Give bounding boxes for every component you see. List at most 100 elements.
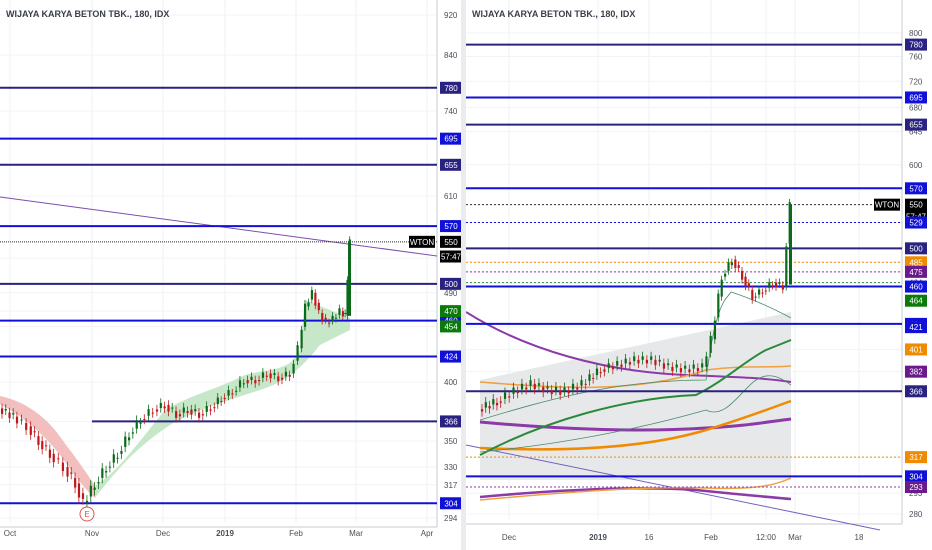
candle-body <box>273 373 276 375</box>
candle-body <box>328 322 331 324</box>
candle-body <box>15 416 19 424</box>
ema-ribbon-red <box>0 396 95 498</box>
candle-body <box>48 449 52 458</box>
candle-body <box>645 359 649 364</box>
candle-body <box>679 368 683 373</box>
candle-body <box>61 462 65 472</box>
price-tag-label: 421 <box>909 323 923 332</box>
chart-panel-right[interactable]: 800 780 760 720 695680 655645 600 570 550 529 500 4… <box>466 0 932 550</box>
x-tick-label: Feb <box>704 533 718 542</box>
ma-purple-upper <box>466 311 792 383</box>
candle-body <box>227 390 230 396</box>
level-tag-label: 424 <box>444 353 458 362</box>
price-tag-label: 485 <box>909 258 923 267</box>
level-tag <box>440 350 461 363</box>
candle-body <box>281 377 284 380</box>
candle-body <box>41 441 44 450</box>
x-tick-label: 12:00 <box>756 533 777 542</box>
price-tag-label: 464 <box>909 297 923 306</box>
candle-body <box>758 289 761 295</box>
candle-body <box>344 313 347 315</box>
candle-body <box>250 376 253 381</box>
earnings-marker-label: E <box>84 510 89 519</box>
candle-body <box>781 285 785 290</box>
candle-body <box>235 390 238 392</box>
candle-body <box>559 390 562 395</box>
y-tick-label: 294 <box>444 514 458 523</box>
candle-body <box>147 409 150 416</box>
y-tick-label: 400 <box>444 378 458 387</box>
price-tag <box>905 256 927 269</box>
candle-body <box>29 426 32 435</box>
ticker-tag <box>409 235 435 248</box>
candle-body <box>12 413 15 415</box>
chart-panel-left[interactable]: E920840780740695655610570550530500490470… <box>0 0 461 550</box>
price-tag-label: 550 <box>909 201 923 210</box>
candle-body <box>771 285 774 287</box>
candle-body <box>641 356 644 360</box>
candle-body <box>785 246 788 287</box>
price-tag <box>905 321 927 334</box>
candle-body <box>584 383 587 385</box>
candle-body <box>25 423 28 430</box>
candle-body <box>246 380 249 384</box>
candle-body <box>737 265 740 269</box>
candle-body <box>182 407 185 413</box>
price-chart-right[interactable]: 800 780 760 720 695680 655645 600 570 550 529 500 4… <box>466 0 932 550</box>
candle-body <box>654 359 657 366</box>
candle-body <box>741 270 744 280</box>
candle-body <box>135 420 138 429</box>
envelope-band <box>480 312 791 480</box>
candle-body <box>277 376 280 382</box>
level-tag-label: 655 <box>909 121 923 130</box>
y-tick-label: 330 <box>444 463 458 472</box>
y-tick-label: 645 <box>909 128 923 137</box>
x-tick-label: Mar <box>349 529 363 538</box>
candle-body <box>705 356 708 367</box>
candle-body <box>734 259 737 269</box>
candle-body <box>112 454 115 463</box>
candle-body <box>231 393 234 395</box>
y-tick-label: 610 <box>444 192 458 201</box>
candle-body <box>120 450 123 454</box>
candle-body <box>537 383 541 386</box>
candle-body <box>139 422 142 424</box>
candle-body <box>258 380 261 382</box>
candle-body <box>717 293 720 318</box>
candle-body <box>346 279 349 316</box>
y-tick-label: 280 <box>909 510 923 519</box>
candle-body <box>37 436 40 445</box>
candle-body <box>576 387 579 390</box>
bollinger-lower <box>479 375 792 453</box>
price-chart-left[interactable]: E920840780740695655610570550530500490470… <box>0 0 461 550</box>
candle-body <box>567 391 570 394</box>
candle-body <box>580 380 583 386</box>
candle-body <box>775 282 778 287</box>
candle-body <box>628 362 632 365</box>
candle-body <box>764 290 768 292</box>
candle-body <box>563 387 566 391</box>
y-tick-label: 740 <box>444 107 458 116</box>
candle-body <box>331 315 334 321</box>
ma-purple-bottom <box>479 487 792 501</box>
price-tag-label: 57:47 <box>441 253 461 262</box>
level-tag <box>440 132 461 145</box>
candle-body <box>744 276 747 287</box>
x-tick-label: Dec <box>502 533 516 542</box>
candle-body <box>159 402 162 408</box>
candle-body <box>89 485 92 497</box>
candle-body <box>194 409 197 412</box>
candle-body <box>747 283 751 287</box>
level-tag-label: 695 <box>909 93 923 102</box>
candle-body <box>662 363 666 369</box>
candle-body <box>4 408 7 411</box>
candle-body <box>692 364 695 369</box>
candle-body <box>550 390 553 395</box>
candle-body <box>324 317 327 320</box>
candle-body <box>44 445 48 447</box>
candle-body <box>611 366 615 370</box>
price-tag-label: 529 <box>909 219 923 228</box>
candle-body <box>307 302 310 307</box>
panel-divider[interactable] <box>461 0 466 550</box>
x-tick-label: Dec <box>156 529 170 538</box>
